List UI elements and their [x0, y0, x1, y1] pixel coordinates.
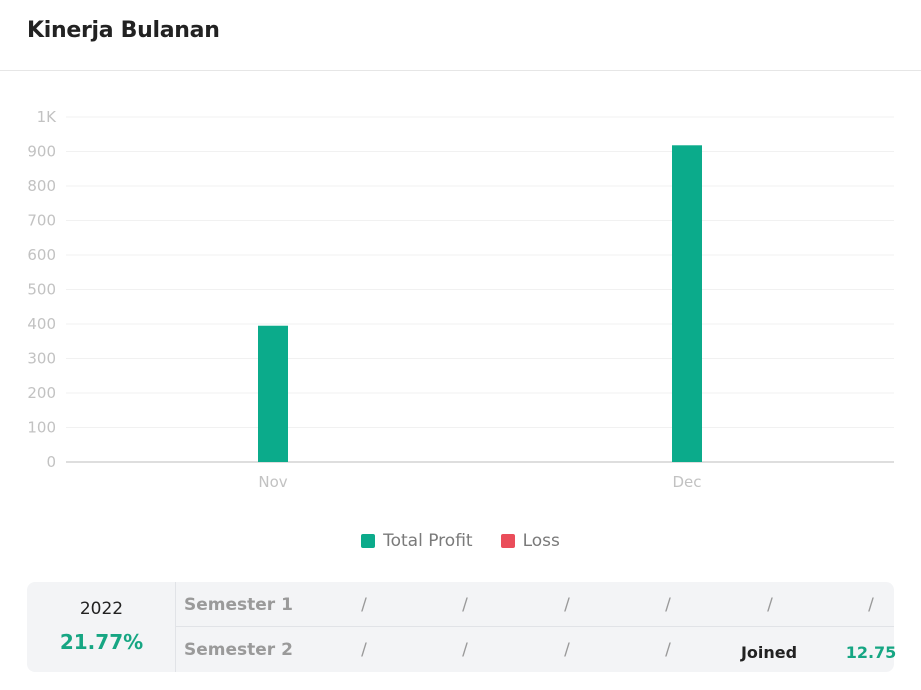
legend-label: Loss — [522, 531, 560, 551]
y-tick-label: 200 — [27, 384, 56, 402]
semester-1-cell: / — [767, 595, 773, 615]
x-tick-label: Nov — [258, 473, 287, 491]
semester-1-cell: / — [868, 595, 874, 615]
chart-legend: Total Profit Loss — [0, 530, 921, 552]
y-tick-label: 600 — [27, 246, 56, 264]
y-tick-label: 100 — [27, 419, 56, 437]
y-tick-label: 400 — [27, 315, 56, 333]
semester-2-cell: / — [361, 640, 367, 660]
semester-2-cell: / — [564, 640, 570, 660]
monthly-performance-chart: 0 100 200 300 400 500 600 700 800 900 1K Nov Dec — [27, 108, 894, 491]
y-tick-label: 500 — [27, 281, 56, 299]
semester-2-joined: Joined — [740, 643, 798, 662]
legend-label: Total Profit — [383, 531, 473, 551]
y-tick-label: 1K — [37, 108, 58, 126]
semester-2-cell: / — [665, 640, 671, 660]
semester-2-row: Semester 2 / / / / Joined 12.75 — [176, 627, 896, 672]
semester-2-label: Semester 2 — [184, 640, 293, 660]
legend-item-total-profit[interactable]: Total Profit — [361, 531, 473, 551]
summary-year: 2022 — [79, 599, 124, 619]
semester-1-row: Semester 1 / / / / / / — [176, 582, 894, 627]
y-tick-label: 900 — [27, 143, 56, 161]
summary-percent: 21.77% — [59, 630, 144, 654]
summary-year-block: 2022 21.77% — [27, 582, 176, 672]
semester-1-label: Semester 1 — [184, 595, 293, 615]
semester-1-cell: / — [665, 595, 671, 615]
legend-swatch-loss — [500, 534, 515, 548]
semester-1-cell: / — [564, 595, 570, 615]
card-title: Kinerja Bulanan — [27, 18, 220, 43]
semester-2-cell: / — [462, 640, 468, 660]
legend-item-loss[interactable]: Loss — [500, 531, 560, 551]
semester-summary: 2022 21.77% Semester 1 / / / / / / Semes… — [27, 582, 896, 672]
y-tick-label: 800 — [27, 177, 56, 195]
card-header: Kinerja Bulanan — [0, 0, 921, 71]
x-tick-label: Dec — [672, 473, 701, 491]
semester-2-score: 12.75 — [845, 643, 897, 662]
y-tick-label: 700 — [27, 212, 56, 230]
semester-1-cell: / — [361, 595, 367, 615]
legend-swatch-total-profit — [361, 534, 376, 548]
y-tick-label: 0 — [46, 453, 56, 471]
bar-total-profit — [672, 145, 702, 462]
semester-1-cell: / — [462, 595, 468, 615]
bar-total-profit — [258, 325, 288, 462]
y-tick-label: 300 — [27, 350, 56, 368]
